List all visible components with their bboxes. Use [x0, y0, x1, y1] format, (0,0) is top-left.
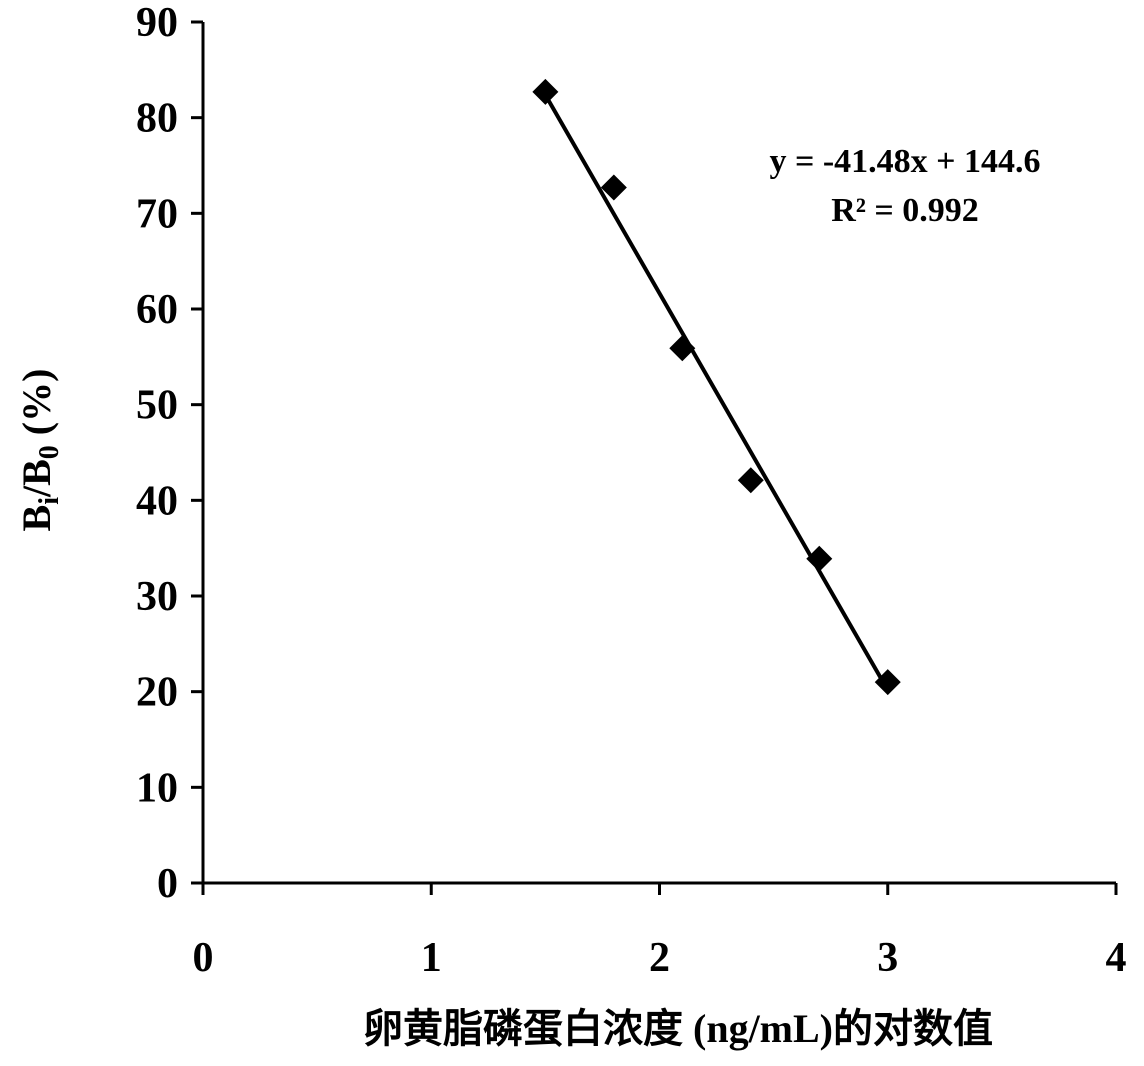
y-tick-label: 30 — [136, 574, 178, 620]
y-axis-title-b: B — [14, 505, 59, 532]
y-axis-title: Bi/B0 (%) — [14, 369, 65, 532]
y-tick-label: 50 — [136, 383, 178, 429]
x-ticks: 0 1 2 3 4 — [193, 883, 1127, 981]
x-tick-label: 4 — [1106, 935, 1127, 981]
y-ticks: 0 10 20 30 40 50 60 70 80 90 — [136, 0, 203, 907]
x-axis-title: 卵黄脂磷蛋白浓度 (ng/mL)的对数值 — [363, 1006, 993, 1051]
y-tick-label: 40 — [136, 478, 178, 524]
trendline — [545, 95, 887, 690]
data-point-diamond — [669, 335, 695, 361]
y-axis-title-suffix: (%) — [14, 369, 59, 446]
data-point-diamond — [532, 79, 558, 105]
y-tick-label: 60 — [136, 287, 178, 333]
trendline-equation: y = -41.48x + 144.6 — [769, 143, 1040, 180]
x-tick-label: 0 — [193, 935, 214, 981]
y-tick-label: 90 — [136, 0, 178, 46]
y-tick-label: 80 — [136, 96, 178, 142]
y-tick-label: 10 — [136, 765, 178, 811]
y-tick-label: 0 — [157, 861, 178, 907]
x-tick-label: 2 — [649, 935, 670, 981]
x-tick-label: 1 — [421, 935, 442, 981]
trendline-r-squared: R² = 0.992 — [831, 192, 979, 229]
y-tick-label: 20 — [136, 670, 178, 716]
data-point-diamond — [806, 546, 832, 572]
y-axis-title-mid: /B — [14, 459, 59, 498]
y-axis-title-sub-0: 0 — [34, 445, 65, 459]
x-tick-label: 3 — [877, 935, 898, 981]
y-tick-label: 70 — [136, 191, 178, 237]
